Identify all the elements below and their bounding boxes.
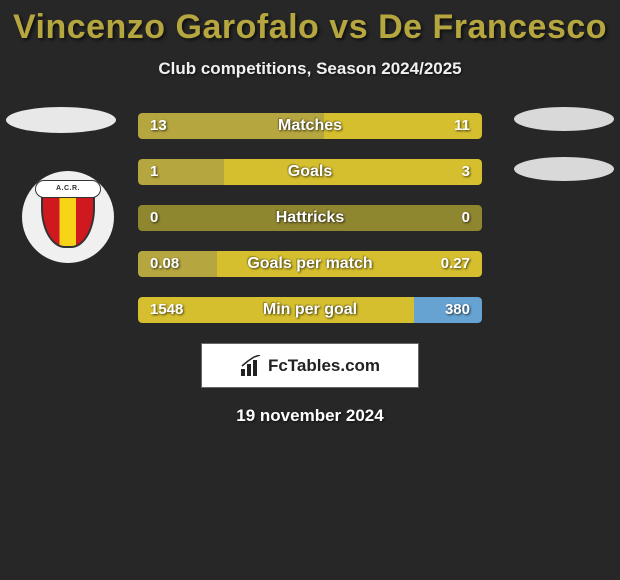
stat-bars: 1311Matches 13Goals 00Hattricks 0.080.27Goa… <box>138 113 482 323</box>
content-area: A.C.R. 1311Matches 13Goals 00Hattricks 0.08… <box>0 113 620 426</box>
brand-box: FcTables.com <box>201 343 419 388</box>
brand-chart-icon <box>240 355 262 377</box>
stat-bar-right <box>224 159 482 185</box>
stat-row: 0.080.27Goals per match <box>138 251 482 277</box>
player1-placeholder-ellipse <box>6 107 116 133</box>
brand-label: FcTables.com <box>268 356 380 376</box>
player2-placeholder-ellipse-2 <box>514 157 614 181</box>
stat-row: 13Goals <box>138 159 482 185</box>
crest-band-label: A.C.R. <box>35 180 101 198</box>
stat-bar-left <box>138 113 324 139</box>
stat-bar-right <box>324 113 482 139</box>
player1-name: Vincenzo Garofalo <box>13 8 319 46</box>
stat-row: 1548380Min per goal <box>138 297 482 323</box>
vs-label: vs <box>329 8 368 46</box>
crest-icon: A.C.R. <box>41 186 95 248</box>
stat-row: 00Hattricks <box>138 205 482 231</box>
stat-bar-full <box>138 205 482 231</box>
subtitle: Club competitions, Season 2024/2025 <box>0 59 620 79</box>
player2-name: De Francesco <box>378 8 607 46</box>
club-logo: A.C.R. <box>22 171 114 263</box>
date-label: 19 november 2024 <box>0 406 620 426</box>
stat-bar-right <box>414 297 482 323</box>
stat-row: 1311Matches <box>138 113 482 139</box>
stat-bar-right <box>217 251 482 277</box>
comparison-title: Vincenzo Garofalo vs De Francesco <box>0 0 620 47</box>
stat-bar-left <box>138 297 414 323</box>
player2-placeholder-ellipse-1 <box>514 107 614 131</box>
stat-bar-left <box>138 159 224 185</box>
stat-bar-left <box>138 251 217 277</box>
